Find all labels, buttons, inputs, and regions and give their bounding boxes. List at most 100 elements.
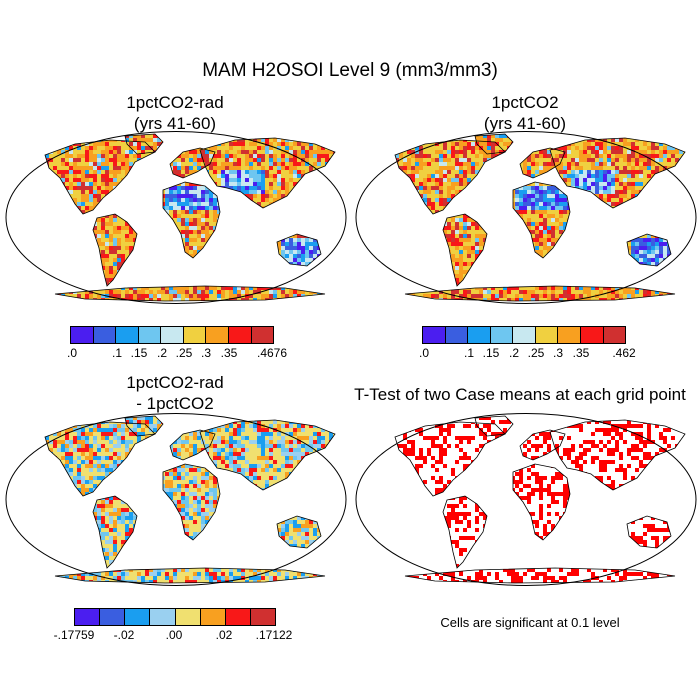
colorbar-tick: .2 [156, 346, 168, 360]
colorbar-swatch [251, 327, 274, 343]
coastline-antarctica [404, 285, 676, 302]
coastline-europe [169, 429, 216, 461]
colorbar-swatch [100, 609, 126, 625]
coastline-africa [512, 181, 571, 259]
coastline-asia [199, 137, 336, 209]
colorbar-tick: .0 [66, 346, 78, 360]
map-panel-1pctco2-rad [5, 131, 347, 304]
colorbar-tick: .17122 [255, 628, 293, 642]
panel4-title: T-Test of two Case means at each grid po… [340, 384, 700, 405]
colorbar-swatch [75, 609, 101, 625]
colorbar-swatch [228, 327, 252, 343]
colorbar-swatch [490, 327, 514, 343]
colorbar-tick: .25 [175, 346, 193, 360]
coastline-australia [276, 515, 322, 549]
coastline-greenland [474, 415, 514, 437]
colorbar-swatch [183, 327, 207, 343]
panel2-title: 1pctCO2 (yrs 41-60) [380, 92, 670, 134]
colorbar-tick: .15 [130, 346, 148, 360]
colorbar-tick: .1 [463, 346, 475, 360]
colorbar-1pctco2-rad [70, 326, 274, 344]
colorbar-tick: -.02 [113, 628, 135, 642]
colorbar-swatch [71, 327, 94, 343]
panel3-title-line2: - 1pctCO2 [136, 394, 214, 413]
colorbar-tick: .15 [482, 346, 500, 360]
map-panel-ttest [355, 413, 697, 586]
coastline-africa [162, 463, 221, 541]
coastline-southAmerica [442, 495, 488, 569]
colorbar-tick: .25 [527, 346, 545, 360]
coastline-asia [549, 419, 686, 491]
colorbar-swatch [138, 327, 162, 343]
coastline-asia [549, 137, 686, 209]
colorbar-tick: .02 [215, 628, 233, 642]
colorbar-swatch [161, 327, 184, 343]
colorbar-swatch [250, 609, 275, 625]
colorbar-swatch [603, 327, 626, 343]
colorbar-swatch [125, 609, 151, 625]
colorbar-1pctco2-labels: .0 .1 .15 .2 .25 .3 .35 .462 [0, 346, 700, 362]
coastline-southAmerica [442, 213, 488, 287]
colorbar-tick: .35 [220, 346, 238, 360]
coastline-northAmerica [394, 139, 506, 215]
coastline-africa [512, 463, 571, 541]
coastline-europe [169, 147, 216, 179]
colorbar-tick: .0 [418, 346, 430, 360]
colorbar-tick: .3 [200, 346, 212, 360]
ttest-note: Cells are significant at 0.1 level [440, 615, 620, 630]
coastline-antarctica [54, 285, 326, 302]
colorbar-swatch [513, 327, 536, 343]
colorbar-tick: .2 [508, 346, 520, 360]
coastline-southAmerica [92, 213, 138, 287]
panel3-title-line1: 1pctCO2-rad [126, 373, 224, 392]
colorbar-swatch [468, 327, 491, 343]
colorbar-difference-labels: -.17759 -.02 .00 .02 .17122 [0, 628, 700, 644]
coastline-greenland [124, 133, 164, 155]
map-panel-difference [5, 413, 347, 586]
panel1-title-line2: (yrs 41-60) [133, 114, 217, 133]
coastline-australia [626, 515, 672, 549]
colorbar-tick: .4676 [256, 346, 288, 360]
coastline-africa [162, 181, 221, 259]
coastline-greenland [124, 415, 164, 437]
colorbar-swatch [225, 609, 251, 625]
coastline-northAmerica [44, 421, 156, 497]
coastline-northAmerica [394, 421, 506, 497]
colorbar-1pctco2-rad-labels: .0 .1 .15 .2 .25 .3 .35 .4676 [0, 346, 700, 362]
coastline-australia [276, 233, 322, 267]
main-title: MAM H2OSOI Level 9 (mm3/mm3) [202, 60, 498, 81]
coastline-antarctica [54, 567, 326, 584]
colorbar-swatch [175, 609, 201, 625]
colorbar-swatch [200, 609, 226, 625]
colorbar-swatch [93, 327, 117, 343]
map-outline [355, 413, 697, 586]
colorbar-swatch [558, 327, 581, 343]
coastline-asia [199, 419, 336, 491]
map-panel-1pctco2 [355, 131, 697, 304]
colorbar-difference [74, 608, 276, 626]
map-outline [5, 131, 347, 304]
panel4-title-line1: T-Test of two Case means at each grid po… [354, 385, 686, 404]
coastline-northAmerica [44, 139, 156, 215]
coastline-europe [519, 147, 566, 179]
colorbar-swatch [535, 327, 559, 343]
colorbar-swatch [445, 327, 469, 343]
map-outline [5, 413, 347, 586]
panel3-title: 1pctCO2-rad - 1pctCO2 [30, 372, 320, 414]
coastline-australia [626, 233, 672, 267]
colorbar-swatch [423, 327, 446, 343]
coastline-europe [519, 429, 566, 461]
colorbar-swatch [580, 327, 604, 343]
panel2-title-line1: 1pctCO2 [491, 93, 559, 112]
colorbar-swatch [206, 327, 229, 343]
coastline-antarctica [404, 567, 676, 584]
colorbar-tick: .1 [111, 346, 123, 360]
colorbar-swatch [150, 609, 176, 625]
coastline-greenland [474, 133, 514, 155]
colorbar-tick: .3 [552, 346, 564, 360]
panel1-title-line1: 1pctCO2-rad [126, 93, 224, 112]
colorbar-tick: .35 [572, 346, 590, 360]
panel1-title: 1pctCO2-rad (yrs 41-60) [30, 92, 320, 134]
colorbar-tick: .462 [612, 346, 636, 360]
coastline-southAmerica [92, 495, 138, 569]
